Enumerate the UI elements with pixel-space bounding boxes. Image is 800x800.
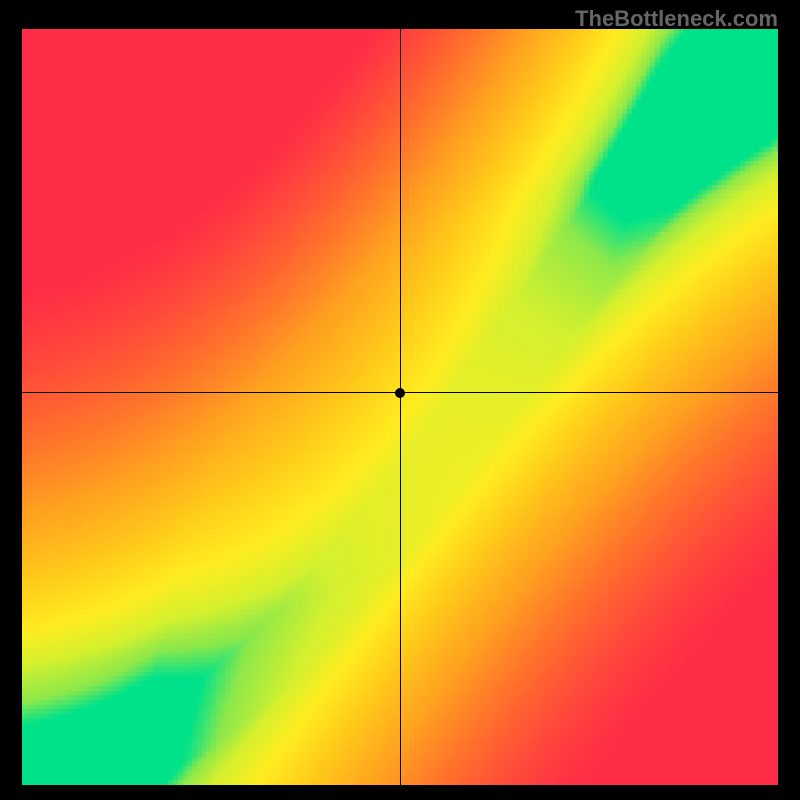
chart-container: TheBottleneck.com	[0, 0, 800, 800]
watermark-text: TheBottleneck.com	[575, 6, 778, 32]
marker-dot	[395, 388, 405, 398]
crosshair-vertical	[400, 29, 401, 785]
